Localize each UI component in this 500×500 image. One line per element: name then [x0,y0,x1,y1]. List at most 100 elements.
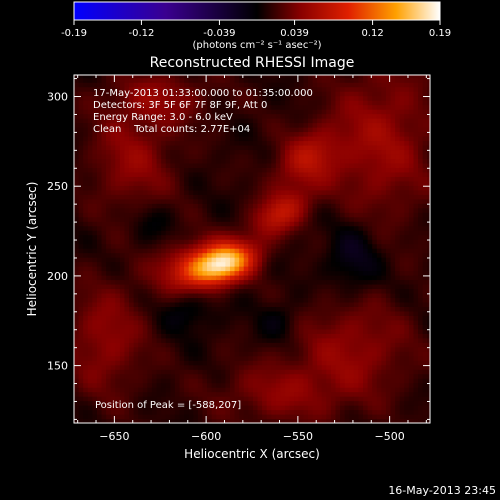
heatmap-cell [312,203,318,209]
heatmap-cell [96,171,103,177]
heatmap-cell [266,324,272,330]
heatmap-cell [78,360,84,366]
heatmap-cell [358,75,364,79]
heatmap-cell [229,100,236,106]
heatmap-cell [115,82,121,88]
heatmap-cell [344,315,350,321]
heatmap-cell [174,144,181,151]
heatmap-cell [298,378,304,384]
heatmap-cell [74,198,80,204]
heatmap-cell [188,351,194,357]
heatmap-cell [271,77,277,83]
heatmap-cell [115,176,121,182]
heatmap-cell [285,405,291,411]
heatmap-cell [78,77,84,83]
heatmap-cell [257,328,263,334]
heatmap-cell [156,333,162,339]
heatmap-cell [312,221,318,227]
heatmap-cell [138,342,144,348]
heatmap-cell [225,301,231,307]
heatmap-cell [151,189,158,195]
heatmap-cell [92,185,98,191]
heatmap-cell [202,144,208,151]
heatmap-cell [211,75,217,79]
heatmap-cell [344,351,350,357]
heatmap-cell [353,364,360,370]
heatmap-cell [207,319,213,325]
heatmap-cell [147,162,153,168]
heatmap-cell [207,297,213,303]
heatmap-cell [298,75,304,79]
heatmap-cell [234,301,240,307]
heatmap-cell [211,118,217,124]
heatmap-cell [344,118,350,124]
heatmap-cell [216,180,222,186]
heatmap-cell [96,131,103,137]
heatmap-cell [317,405,323,411]
heatmap-cell [303,77,309,83]
heatmap-cell [330,378,337,384]
heatmap-cell [110,396,116,402]
heatmap-cell [298,225,304,231]
heatmap-cell [119,189,126,195]
heatmap-cell [321,158,327,164]
heatmap-cell [101,378,107,384]
heatmap-cell [243,373,249,379]
heatmap-cell [83,364,89,370]
heatmap-cell [335,127,341,133]
heatmap-cell [229,149,236,155]
heatmap-cell [133,100,139,106]
heatmap-cell [220,86,226,92]
heatmap-cell [207,418,213,423]
heatmap-cell [179,355,185,361]
heatmap-cell [303,95,309,101]
heatmap-cell [266,243,272,249]
heatmap-cell [133,275,139,281]
heatmap-cell [147,194,153,200]
heatmap-cell [211,176,217,182]
heatmap-cell [262,243,268,249]
heatmap-cell [138,91,144,97]
heatmap-cell [303,319,309,325]
heatmap-cell [202,230,208,236]
heatmap-cell [335,346,341,352]
heatmap-cell [285,275,291,281]
heatmap-cell [234,360,240,366]
heatmap-cell [92,86,98,92]
heatmap-cell [133,391,139,397]
heatmap-cell [330,131,337,137]
heatmap-cell [312,212,318,218]
heatmap-cell [289,275,295,281]
heatmap-cell [225,346,231,352]
heatmap-cell [321,216,327,222]
heatmap-cell [119,198,126,204]
heatmap-cell [165,207,171,213]
heatmap-cell [133,234,139,240]
heatmap-cell [216,270,222,276]
heatmap-cell [142,225,148,231]
heatmap-cell [174,127,181,133]
heatmap-cell [275,355,282,361]
heatmap-cell [151,77,158,83]
heatmap-cell [353,306,360,312]
heatmap-cell [266,279,272,285]
heatmap-cell [344,131,350,137]
heatmap-cell [184,319,190,325]
heatmap-cell [363,414,369,420]
heatmap-cell [275,239,282,245]
heatmap-cell [317,355,323,361]
heatmap-cell [344,221,350,227]
heatmap-cell [303,234,309,240]
heatmap-cell [294,162,300,168]
heatmap-cell [184,127,190,133]
heatmap-cell [156,100,162,106]
heatmap-cell [119,234,126,240]
heatmap-cell [289,257,295,263]
heatmap-cell [330,391,337,397]
heatmap-cell [78,387,84,393]
heatmap-cell [220,176,226,182]
heatmap-cell [207,275,213,281]
heatmap-cell [184,100,190,106]
heatmap-cell [229,122,236,128]
heatmap-cell [340,153,346,160]
